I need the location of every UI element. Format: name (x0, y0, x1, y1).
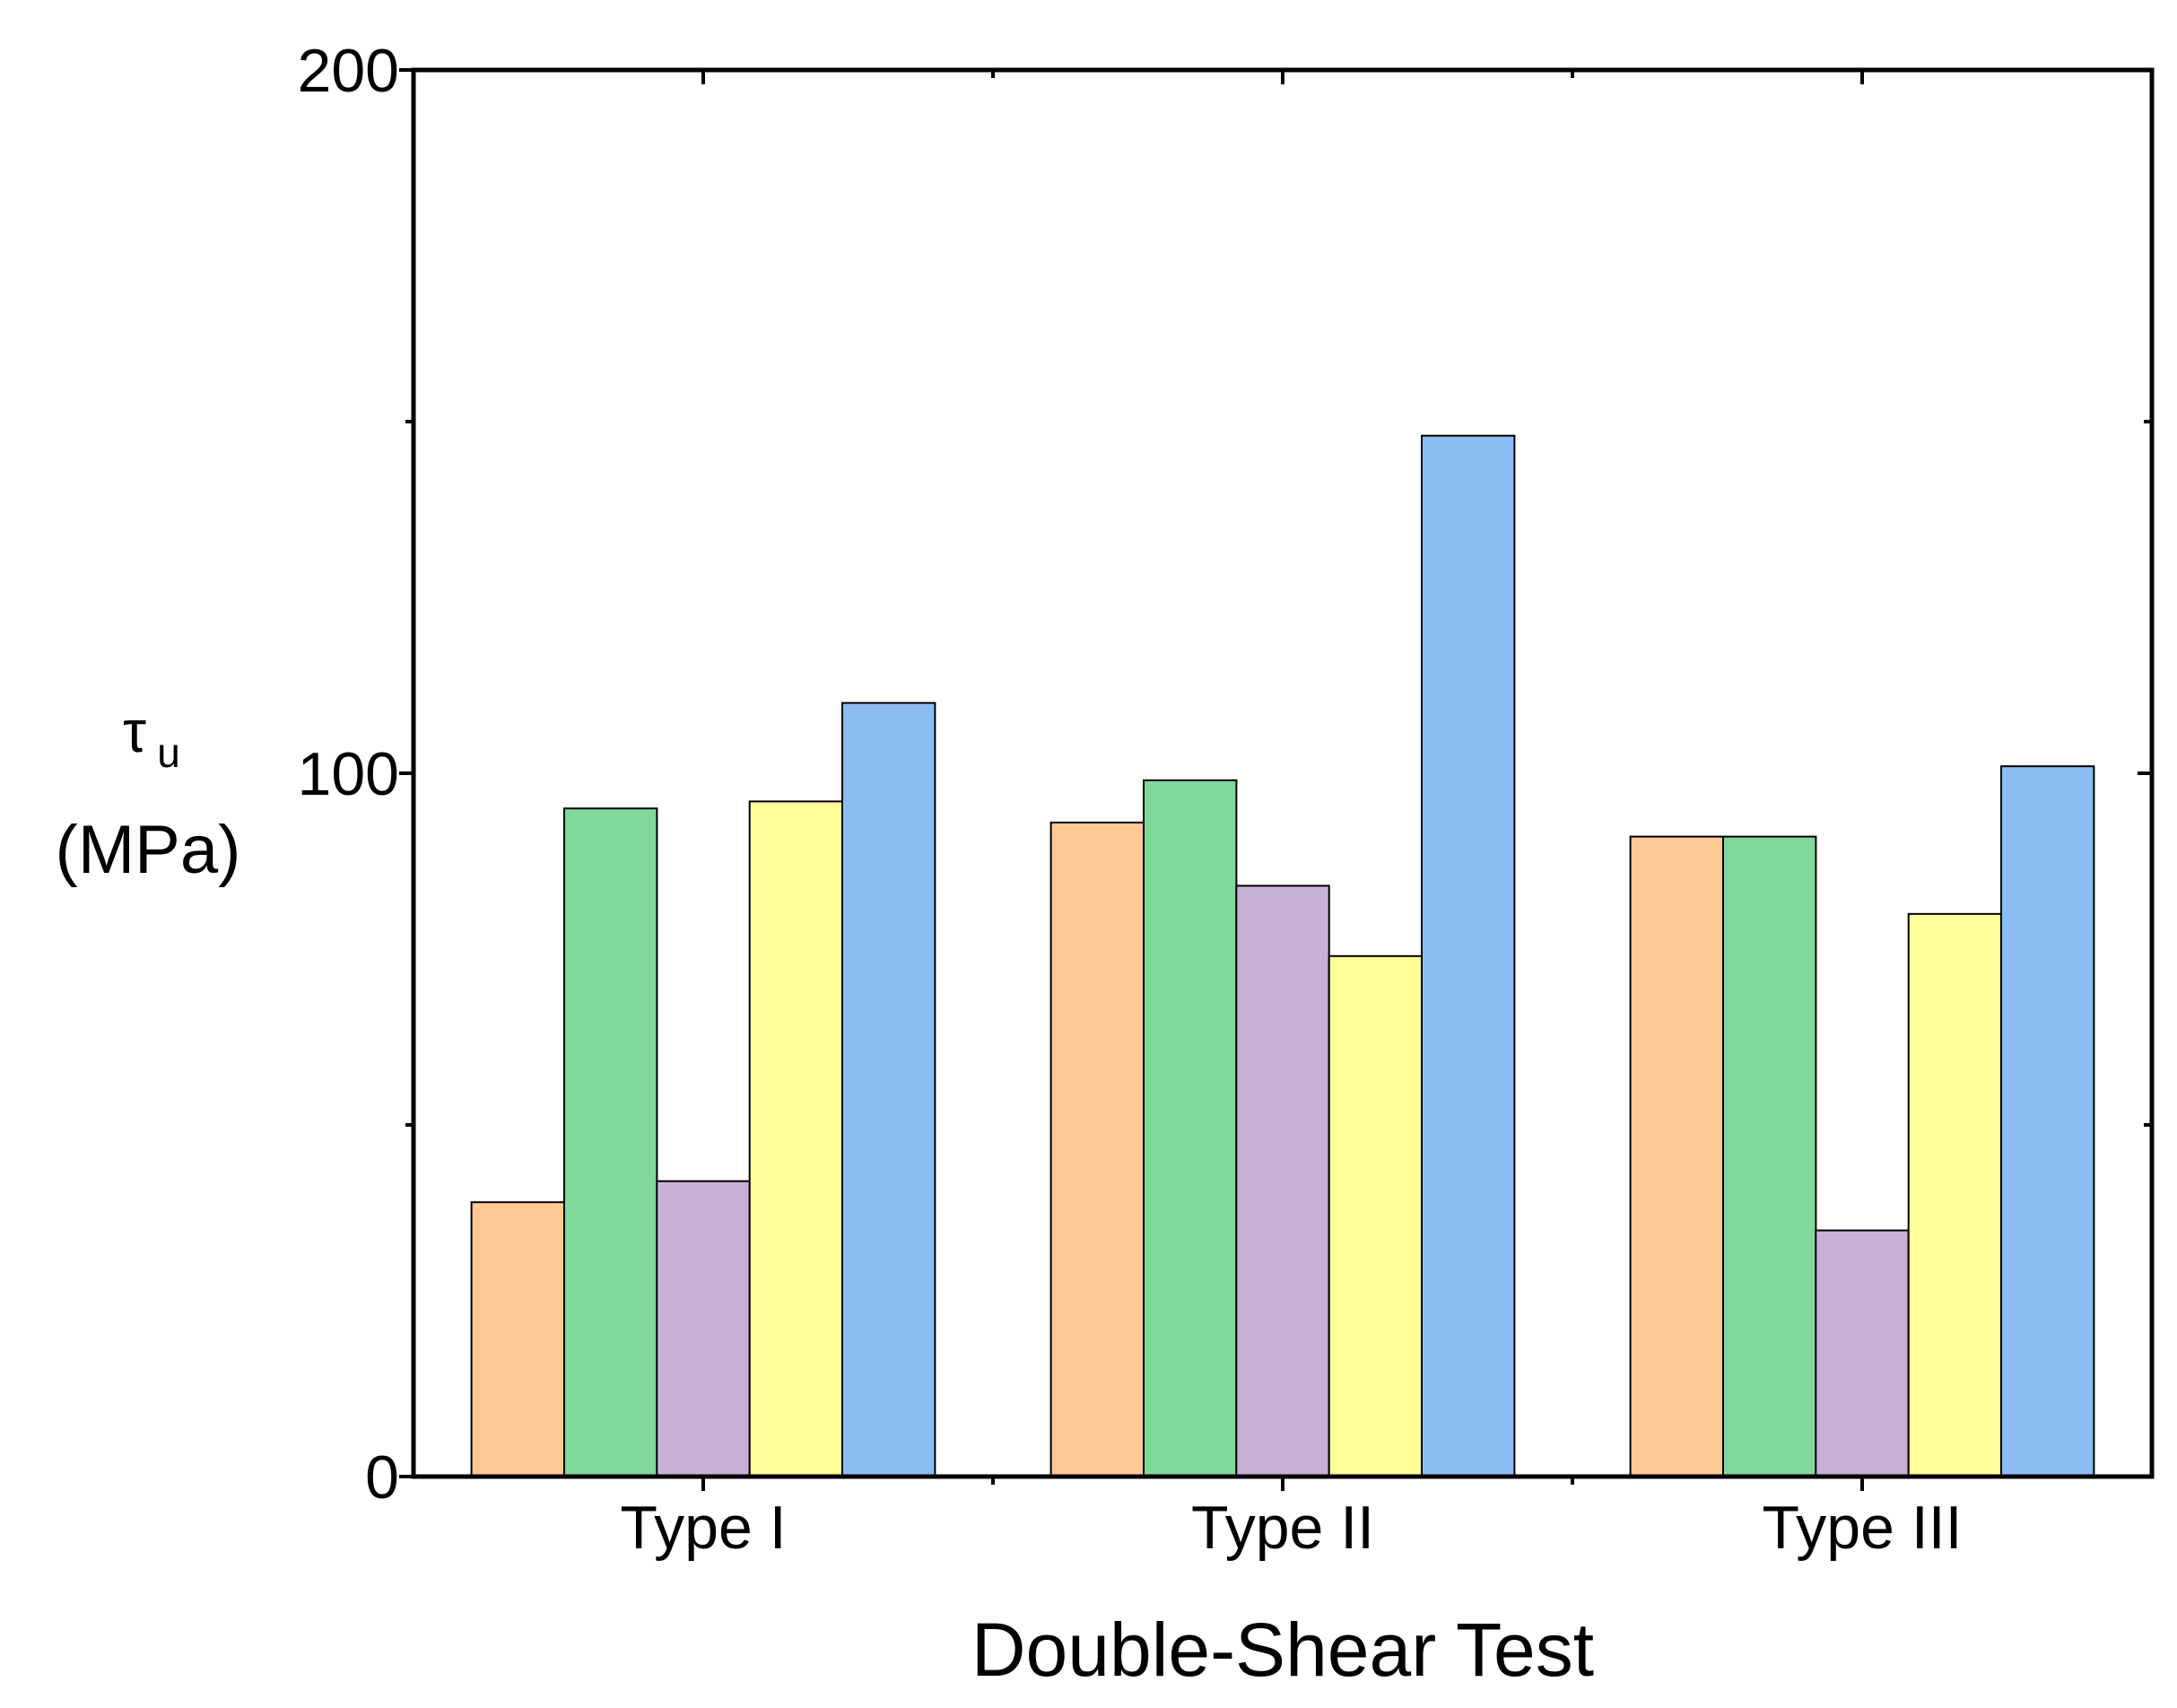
x-axis-label: Double-Shear Test (971, 1608, 1594, 1692)
y-axis-subscript: u (157, 729, 180, 776)
bar-type-ii-s1 (1049, 821, 1145, 1477)
y-axis-label: τ u (MPa) (56, 698, 241, 888)
x-tick-label: Type II (1191, 1494, 1374, 1562)
x-tick-labels: Type I Type II Type III (620, 1494, 1962, 1562)
bar-type-i-s5 (841, 702, 936, 1477)
bar-type-i-s3 (656, 1180, 751, 1477)
bar-type-ii-s4 (1328, 954, 1424, 1478)
bar-type-iii-s4 (1907, 912, 2003, 1477)
bar-type-ii-s3 (1235, 884, 1330, 1477)
bar-type-iii-s3 (1815, 1229, 1910, 1477)
plot-frame (411, 67, 2155, 1479)
x-tick-label: Type III (1763, 1494, 1963, 1562)
y-tick-label: 200 (298, 37, 399, 105)
bars (470, 434, 2095, 1478)
y-tick-label: 0 (365, 1443, 399, 1512)
x-tick-label: Type I (620, 1494, 786, 1562)
y-tick-labels: 0 100 200 (298, 37, 399, 1512)
bar-type-i-s4 (748, 800, 844, 1477)
y-tick-label: 100 (298, 740, 399, 808)
bar-type-i-s1 (470, 1201, 565, 1477)
bar-type-i-s2 (563, 807, 658, 1477)
y-axis-unit: (MPa) (56, 812, 241, 888)
bar-type-iii-s2 (1722, 835, 1817, 1477)
bar-type-ii-s2 (1143, 779, 1238, 1477)
bar-type-ii-s5 (1421, 434, 1516, 1478)
bar-type-iii-s5 (2000, 765, 2095, 1477)
bar-type-iii-s1 (1629, 835, 1724, 1477)
y-axis-symbol: τ (123, 698, 146, 764)
